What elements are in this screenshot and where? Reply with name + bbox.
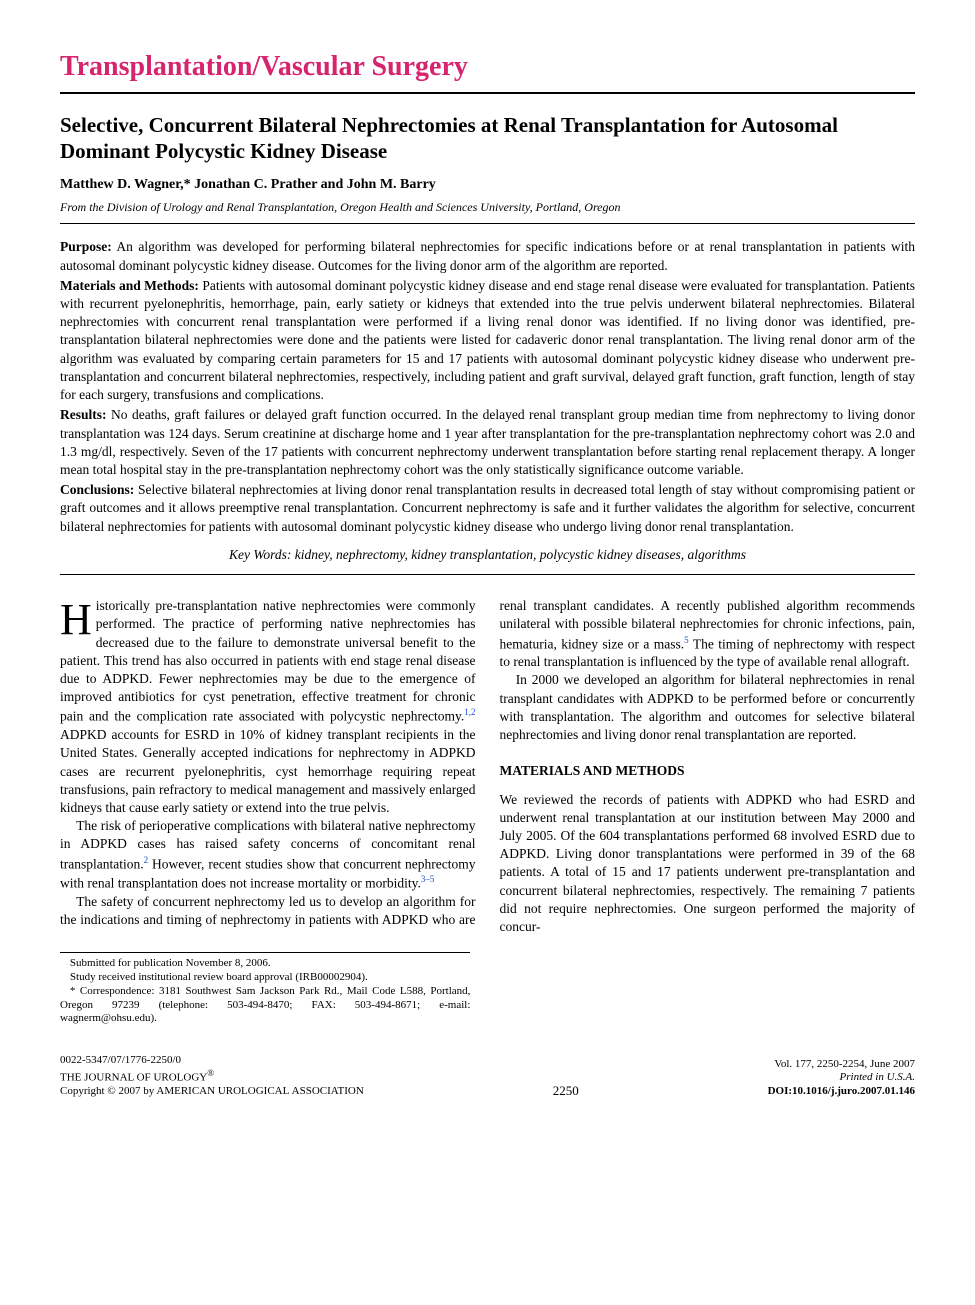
- ref-1-2[interactable]: 1,2: [464, 707, 475, 717]
- affiliation: From the Division of Urology and Renal T…: [60, 199, 915, 224]
- body-p2: The risk of perioperative complications …: [60, 817, 476, 893]
- section-header: Transplantation/Vascular Surgery: [60, 48, 915, 94]
- materials-methods-heading: MATERIALS AND METHODS: [500, 762, 916, 780]
- page-footer: 0022-5347/07/1776-2250/0 THE JOURNAL OF …: [60, 1054, 915, 1099]
- journal-name: THE JOURNAL OF UROLOGY®: [60, 1068, 364, 1085]
- keywords-text: kidney, nephrectomy, kidney transplantat…: [291, 547, 746, 562]
- footer-right: Vol. 177, 2250-2254, June 2007 Printed i…: [768, 1058, 915, 1099]
- p1-text: istorically pre-transplantation native n…: [60, 598, 476, 724]
- issn-line: 0022-5347/07/1776-2250/0: [60, 1054, 364, 1068]
- footnote-submitted: Submitted for publication November 8, 20…: [60, 957, 470, 971]
- body-p5: We reviewed the records of patients with…: [500, 791, 916, 937]
- purpose-label: Purpose:: [60, 239, 112, 254]
- purpose-text: An algorithm was developed for performin…: [60, 239, 915, 272]
- dropcap: H: [60, 597, 96, 638]
- conclusions-label: Conclusions:: [60, 482, 134, 497]
- abstract: Purpose: An algorithm was developed for …: [60, 238, 915, 575]
- ref-3-5[interactable]: 3–5: [421, 874, 435, 884]
- footer-left: 0022-5347/07/1776-2250/0 THE JOURNAL OF …: [60, 1054, 364, 1099]
- copyright-line: Copyright © 2007 by AMERICAN UROLOGICAL …: [60, 1085, 364, 1099]
- keywords-line: Key Words: kidney, nephrectomy, kidney t…: [60, 546, 915, 575]
- body-p1: Historically pre-transplantation native …: [60, 597, 476, 817]
- footnote-correspondence: * Correspondence: 3181 Southwest Sam Jac…: [60, 985, 470, 1026]
- methods-label: Materials and Methods:: [60, 278, 199, 293]
- doi-line: DOI:10.1016/j.juro.2007.01.146: [768, 1085, 915, 1099]
- article-body: Historically pre-transplantation native …: [60, 597, 915, 936]
- methods-text: Patients with autosomal dominant polycys…: [60, 278, 915, 402]
- footnote-irb: Study received institutional review boar…: [60, 971, 470, 985]
- conclusions-text: Selective bilateral nephrectomies at liv…: [60, 482, 915, 533]
- article-title: Selective, Concurrent Bilateral Nephrect…: [60, 112, 915, 165]
- body-p4: In 2000 we developed an algorithm for bi…: [500, 671, 916, 744]
- author-line: Matthew D. Wagner,* Jonathan C. Prather …: [60, 176, 915, 195]
- results-text: No deaths, graft failures or delayed gra…: [60, 407, 915, 477]
- keywords-label: Key Words:: [229, 547, 291, 562]
- printed-line: Printed in U.S.A.: [768, 1071, 915, 1085]
- page-number: 2250: [553, 1083, 579, 1099]
- footnotes: Submitted for publication November 8, 20…: [60, 952, 470, 1026]
- results-label: Results:: [60, 407, 107, 422]
- volume-line: Vol. 177, 2250-2254, June 2007: [768, 1058, 915, 1072]
- p1-cont: ADPKD accounts for ESRD in 10% of kidney…: [60, 727, 476, 815]
